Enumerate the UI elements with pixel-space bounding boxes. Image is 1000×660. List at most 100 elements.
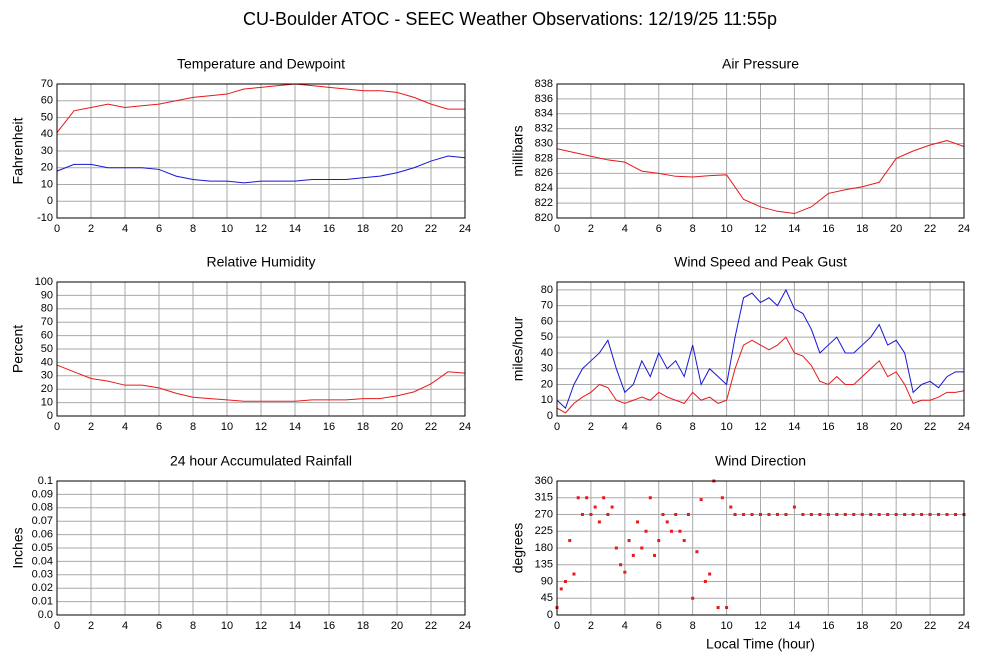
- panel-title: Relative Humidity: [207, 254, 316, 270]
- data-point: [886, 513, 890, 516]
- plot-frame: [56, 281, 466, 417]
- y-tick-label: 270: [535, 508, 553, 520]
- data-point: [801, 513, 805, 516]
- data-point: [843, 513, 847, 516]
- x-tick-label: 2: [588, 223, 594, 235]
- data-point: [585, 496, 589, 500]
- x-tick-label: 0: [54, 223, 60, 235]
- data-point: [610, 505, 614, 509]
- data-point: [775, 513, 779, 516]
- y-tick-label: 0.02: [32, 582, 53, 594]
- y-tick-label: 0: [547, 609, 553, 621]
- x-tick-label: 2: [88, 620, 94, 632]
- y-axis-label: Inches: [10, 527, 26, 568]
- panel-title: Air Pressure: [722, 56, 799, 72]
- data-point: [665, 520, 669, 524]
- x-tick-label: 4: [122, 223, 128, 235]
- x-tick-label: 16: [323, 620, 335, 632]
- x-tick-label: 16: [822, 421, 834, 433]
- plot-frame: [556, 281, 965, 417]
- data-point: [729, 505, 733, 509]
- y-tick-label: 0.0: [38, 609, 53, 621]
- x-tick-label: 22: [924, 421, 936, 433]
- y-tick-label: 20: [541, 378, 553, 390]
- x-tick-label: 0: [54, 421, 60, 433]
- data-point: [568, 539, 572, 543]
- data-point: [818, 513, 822, 516]
- x-tick-label: 10: [720, 421, 732, 433]
- y-tick-label: 30: [541, 363, 553, 375]
- x-tick-label: 12: [255, 223, 267, 235]
- data-point: [954, 513, 958, 516]
- y-tick-label: 315: [535, 492, 553, 504]
- y-tick-label: 60: [41, 95, 53, 107]
- x-tick-label: 4: [622, 223, 628, 235]
- x-tick-label: 6: [656, 421, 662, 433]
- data-point: [703, 580, 707, 583]
- page-title: CU-Boulder ATOC - SEEC Weather Observati…: [243, 9, 777, 29]
- y-tick-label: 70: [541, 300, 553, 312]
- x-tick-label: 0: [54, 620, 60, 632]
- x-tick-label: 8: [690, 421, 696, 433]
- y-tick-label: 830: [535, 137, 553, 149]
- x-tick-label: 10: [720, 620, 732, 632]
- x-tick-label: 8: [190, 620, 196, 632]
- y-tick-label: 0.05: [32, 542, 53, 554]
- x-tick-label: 12: [255, 620, 267, 632]
- y-tick-label: 20: [41, 383, 53, 395]
- plot-frame: [556, 83, 965, 219]
- data-point: [559, 587, 563, 591]
- x-tick-label: 2: [588, 421, 594, 433]
- y-tick-label: 60: [541, 315, 553, 327]
- data-point: [708, 572, 712, 576]
- y-tick-label: 820: [535, 212, 553, 224]
- data-point: [869, 513, 873, 516]
- x-tick-label: 24: [459, 620, 471, 632]
- x-tick-label: 14: [289, 620, 301, 632]
- y-axis-label: millibars: [510, 125, 526, 176]
- data-point: [759, 513, 762, 516]
- data-point: [640, 546, 644, 550]
- x-tick-label: 24: [958, 223, 970, 235]
- x-tick-label: 6: [156, 620, 162, 632]
- x-tick-label: 22: [425, 223, 437, 235]
- x-tick-label: 20: [890, 421, 902, 433]
- plot-frame: [56, 480, 466, 616]
- x-tick-label: 4: [622, 620, 628, 632]
- x-tick-label: 24: [459, 223, 471, 235]
- y-tick-label: 40: [41, 356, 53, 368]
- data-point: [720, 496, 724, 500]
- data-point: [674, 513, 678, 516]
- data-line: [556, 140, 965, 215]
- y-tick-label: 0.04: [32, 555, 53, 567]
- x-tick-label: 22: [924, 223, 936, 235]
- data-point: [945, 513, 949, 516]
- x-tick-label: 16: [822, 223, 834, 235]
- x-tick-label: 2: [88, 421, 94, 433]
- y-axis-label: degrees: [510, 523, 526, 574]
- data-point: [809, 513, 813, 516]
- data-point: [877, 513, 881, 516]
- data-point: [695, 550, 699, 554]
- data-point: [691, 596, 695, 600]
- x-tick-label: 10: [720, 223, 732, 235]
- y-tick-label: 30: [41, 145, 53, 157]
- x-tick-label: 18: [357, 421, 369, 433]
- y-tick-label: 100: [35, 276, 53, 288]
- data-line: [56, 155, 466, 184]
- data-point: [576, 496, 580, 500]
- y-axis-label: Percent: [10, 325, 26, 373]
- y-tick-label: 60: [41, 330, 53, 342]
- data-point: [682, 539, 686, 543]
- x-tick-label: 0: [554, 421, 560, 433]
- x-tick-label: 16: [323, 223, 335, 235]
- x-tick-label: 18: [856, 223, 868, 235]
- x-tick-label: 2: [588, 620, 594, 632]
- y-tick-label: 0.08: [32, 502, 53, 514]
- y-tick-label: 50: [541, 331, 553, 343]
- data-line: [56, 364, 466, 402]
- data-point: [920, 513, 924, 516]
- data-point: [678, 529, 682, 533]
- y-tick-label: 50: [41, 343, 53, 355]
